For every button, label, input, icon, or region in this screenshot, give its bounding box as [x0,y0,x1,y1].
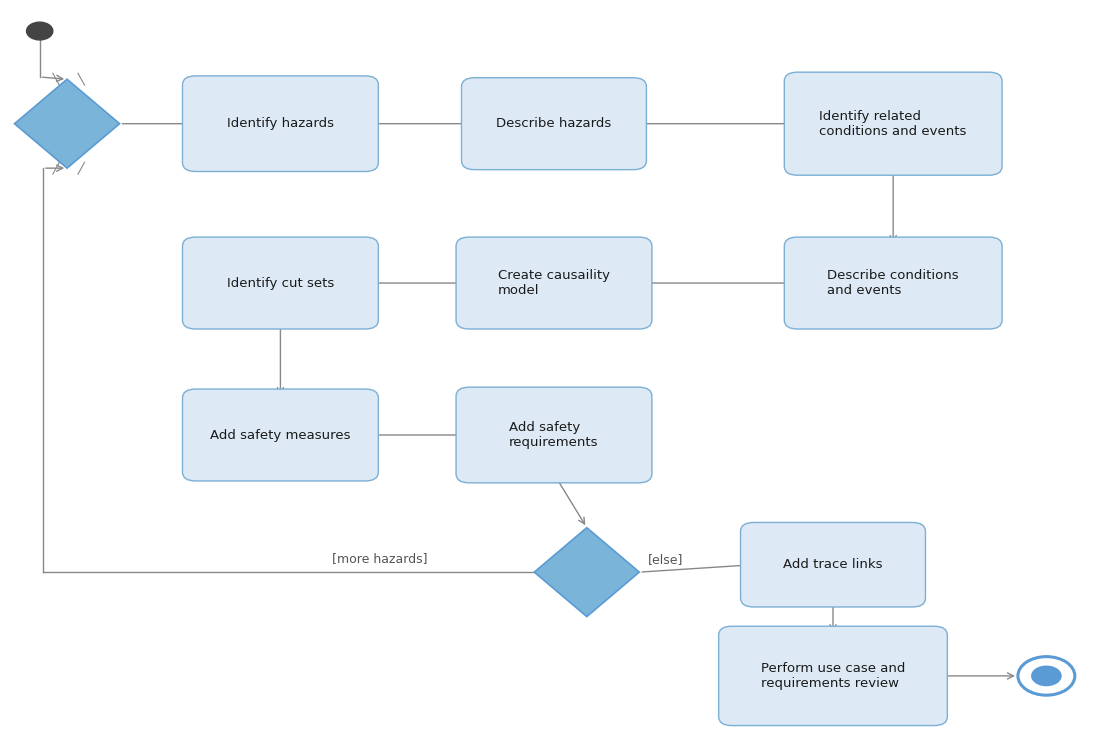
Text: Describe conditions
and events: Describe conditions and events [827,269,959,297]
FancyBboxPatch shape [719,626,948,725]
FancyBboxPatch shape [182,237,378,329]
Polygon shape [534,527,640,617]
Circle shape [26,22,53,40]
Text: Add safety measures: Add safety measures [211,429,351,441]
FancyBboxPatch shape [740,522,926,607]
FancyBboxPatch shape [784,72,1002,175]
Text: Add safety
requirements: Add safety requirements [509,421,599,449]
FancyBboxPatch shape [784,237,1002,329]
Text: [more hazards]: [more hazards] [332,553,428,565]
FancyBboxPatch shape [456,387,652,483]
Text: Describe hazards: Describe hazards [496,118,612,130]
FancyBboxPatch shape [462,77,646,170]
Text: Identify related
conditions and events: Identify related conditions and events [819,109,966,138]
Text: [else]: [else] [648,554,683,566]
Circle shape [1026,662,1067,690]
Circle shape [1031,666,1062,686]
FancyBboxPatch shape [182,76,378,172]
Text: Add trace links: Add trace links [783,558,883,571]
FancyBboxPatch shape [182,389,378,481]
Text: Create causaility
model: Create causaility model [498,269,610,297]
FancyBboxPatch shape [456,237,652,329]
Text: Perform use case and
requirements review: Perform use case and requirements review [761,662,905,690]
Polygon shape [14,79,120,168]
Text: Identify cut sets: Identify cut sets [227,277,335,289]
Text: Identify hazards: Identify hazards [227,118,333,130]
